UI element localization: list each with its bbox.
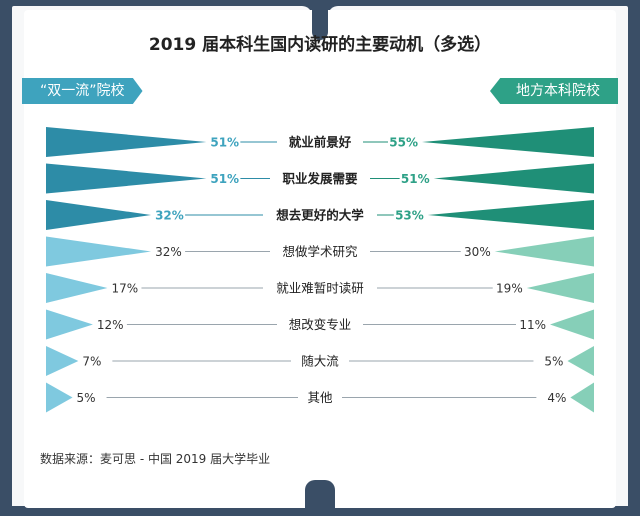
left-value-label: 32% [155,209,184,223]
left-value-label: 5% [77,391,96,405]
right-bar [433,163,594,194]
right-value-label: 5% [544,355,563,369]
right-bar [570,382,594,413]
right-bar [526,273,594,303]
left-bar [46,273,108,303]
left-value-label: 51% [210,172,239,186]
left-bar [46,163,207,194]
right-value-label: 51% [401,172,430,186]
right-bar [567,346,594,376]
left-bar [46,309,93,340]
right-value-label: 55% [389,136,418,150]
category-label: 想做学术研究 [282,244,358,259]
right-bar [422,127,594,157]
category-label: 想去更好的大学 [275,208,364,223]
left-bar [46,346,79,376]
right-bar [494,236,594,267]
left-value-label: 51% [210,136,239,150]
right-value-label: 11% [519,318,546,332]
left-value-label: 17% [111,282,138,296]
category-label: 随大流 [301,354,339,369]
book-spine-top [312,0,328,40]
right-value-label: 19% [496,282,523,296]
right-value-label: 30% [464,245,491,259]
category-label: 想改变专业 [289,317,352,332]
chart-title: 2019 届本科生国内读研的主要动机（多选） [148,35,492,55]
category-label: 职业发展需要 [282,171,358,186]
category-label: 其他 [307,390,333,405]
right-value-label: 53% [395,209,424,223]
right-bar [550,309,594,340]
legend-left-series: “双一流”院校 [22,78,143,104]
left-value-label: 12% [97,318,124,332]
left-value-label: 7% [82,355,101,369]
category-label: 就业难暂时读研 [276,281,364,296]
left-bar [46,127,207,157]
legend-right-series: 地方本科院校 [490,78,618,104]
category-label: 就业前景好 [289,135,352,150]
left-bar [46,236,152,267]
data-source: 数据来源：麦可思 - 中国 2019 届大学毕业 [40,452,271,466]
left-value-label: 32% [155,245,182,259]
left-bar [46,382,73,413]
book-spine-bottom [305,480,335,516]
right-value-label: 4% [547,391,566,405]
left-bar [46,200,152,230]
right-bar [427,200,594,230]
